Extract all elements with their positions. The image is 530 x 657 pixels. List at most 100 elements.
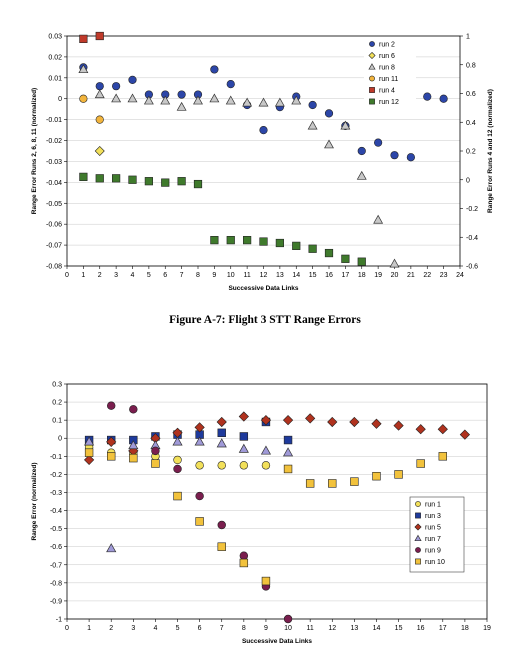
x-tick-label: 18	[461, 625, 469, 632]
data-point	[111, 93, 122, 103]
x-tick-label: 11	[307, 625, 314, 632]
data-point	[349, 416, 360, 428]
data-point	[128, 75, 137, 85]
x-axis-label: Successive Data Links	[242, 638, 312, 645]
legend-marker	[368, 51, 376, 60]
x-tick-label: 1	[81, 272, 85, 279]
data-point	[324, 139, 334, 149]
x-tick-label: 17	[439, 625, 447, 632]
legend-label: run 9	[425, 548, 441, 555]
legend-marker	[415, 558, 421, 565]
x-tick-label: 0	[65, 625, 69, 632]
data-point	[216, 416, 227, 428]
data-point	[173, 464, 182, 474]
legend-marker	[414, 523, 422, 531]
data-point	[259, 237, 268, 246]
data-point	[112, 174, 121, 183]
y2-tick-label: 1	[466, 34, 470, 41]
y-tick-label: 0.02	[48, 54, 62, 61]
y-tick-label: -1	[56, 617, 62, 624]
chart-range-error-runs: 0 1 2 3 4 5 6 7 8 9 10 11 12 13 14 15 16 17 18 190.30.20.10…	[31, 382, 491, 646]
y-tick-label: -0.02	[46, 138, 62, 145]
data-point	[292, 241, 301, 250]
data-point	[258, 97, 269, 107]
legend-marker	[368, 63, 376, 70]
x-tick-label: 10	[227, 272, 235, 279]
data-point	[78, 64, 89, 74]
legend-label: run 8	[379, 65, 395, 72]
y-tick-label: -0.3	[50, 490, 62, 497]
data-point	[389, 258, 400, 268]
data-point	[282, 415, 294, 426]
x-axis-label: Successive Data Links	[228, 285, 298, 292]
data-point	[160, 95, 171, 105]
x-tick-label: 3	[114, 272, 118, 279]
data-point	[283, 435, 293, 445]
data-point	[390, 151, 399, 160]
data-point	[225, 95, 236, 105]
x-tick-label: 21	[407, 272, 415, 279]
x-tick-label: 4	[153, 625, 157, 632]
data-point	[239, 432, 249, 441]
data-point	[373, 214, 384, 224]
data-point	[84, 436, 95, 446]
legend-label: run 6	[379, 53, 395, 60]
data-point	[143, 95, 154, 105]
x-tick-label: 20	[391, 272, 399, 279]
y-tick-label: -0.03	[46, 159, 62, 166]
data-point	[305, 479, 315, 488]
y-tick-label: -0.7	[50, 562, 62, 569]
data-point	[151, 459, 160, 468]
legend-box	[409, 496, 465, 573]
data-point	[439, 94, 448, 103]
series-run-7	[84, 436, 294, 553]
data-point	[177, 177, 186, 186]
y2-tick-label: 0.6	[466, 91, 476, 98]
data-point	[226, 79, 235, 89]
legend-marker	[369, 41, 375, 47]
data-point	[356, 170, 367, 180]
y-tick-label: 0.2	[52, 400, 62, 407]
x-tick-label: 9	[212, 272, 216, 279]
y-tick-label: -0.1	[50, 454, 62, 461]
series-run-5	[84, 411, 470, 466]
x-tick-label: 12	[260, 272, 268, 279]
x-tick-label: 2	[98, 272, 102, 279]
data-point	[283, 464, 293, 474]
legend-label: run 4	[379, 88, 395, 95]
data-point	[242, 97, 253, 107]
data-point	[340, 120, 351, 130]
series-run-8	[78, 64, 400, 268]
legend-label: run 2	[379, 42, 395, 49]
x-tick-label: 5	[147, 272, 151, 279]
x-tick-label: 15	[395, 625, 403, 632]
data-point	[437, 424, 448, 435]
series-run-6	[94, 146, 105, 156]
y-tick-label: 0.3	[52, 382, 62, 389]
y2-tick-label: -0.2	[466, 206, 478, 213]
data-point	[374, 138, 383, 147]
y-tick-label: 0.1	[52, 418, 62, 425]
y-axis-label: Range Error (normalized)	[31, 462, 38, 540]
data-point	[341, 254, 350, 263]
y-tick-labels: 0.3 0.2 0.1 0 -0.1 -0.2 -0.3 -0.4 -0.5 -0.6 -0.7 -0…	[50, 382, 67, 624]
data-point	[239, 461, 249, 470]
y-tick-label: 0.01	[48, 75, 62, 82]
y2-tick-label: 0.2	[466, 149, 476, 156]
data-point	[94, 89, 105, 99]
data-point	[79, 34, 88, 43]
data-point	[305, 413, 316, 424]
y2-tick-label: -0.4	[466, 235, 478, 242]
data-point	[415, 424, 426, 435]
data-point	[128, 440, 139, 450]
legend-marker	[369, 98, 375, 105]
legend-marker	[369, 87, 375, 93]
x-tick-label: 8	[242, 625, 246, 632]
data-point	[308, 100, 317, 110]
data-point	[210, 236, 219, 245]
data-point	[307, 120, 318, 130]
data-point	[112, 82, 121, 91]
x-tick-label: 3	[131, 625, 135, 632]
y2-axis-label: Range Error Runs 4 and 12 (normalized)	[487, 89, 494, 213]
data-point	[107, 401, 116, 410]
